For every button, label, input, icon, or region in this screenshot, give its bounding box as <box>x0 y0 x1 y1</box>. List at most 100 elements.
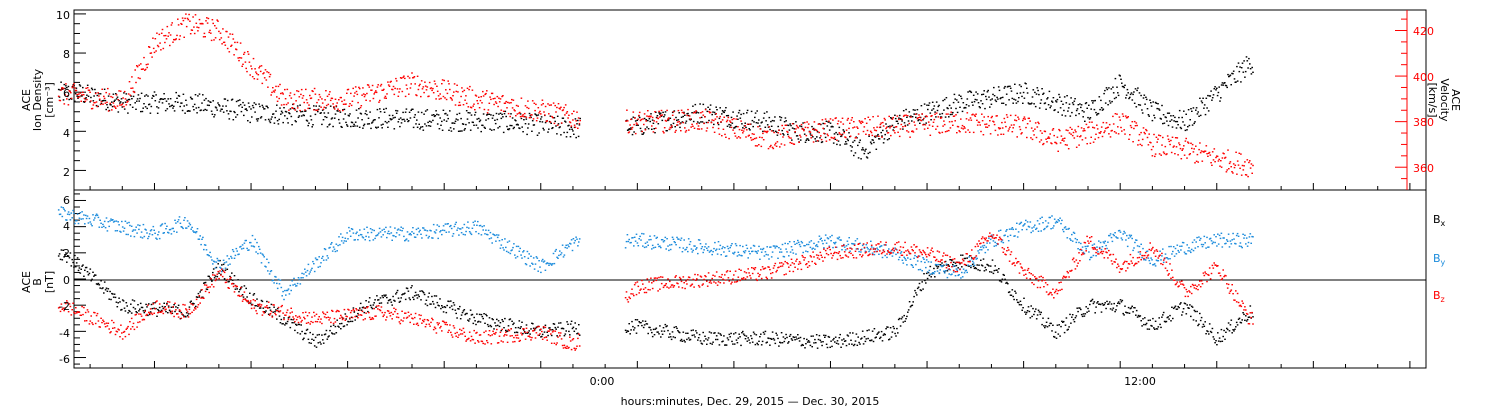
data-point-velocity <box>1173 145 1175 147</box>
data-point-ion-density <box>75 87 78 89</box>
data-point-velocity <box>1003 117 1006 120</box>
data-point-velocity <box>651 116 654 119</box>
data-point-ion-density <box>705 121 708 124</box>
data-point-velocity <box>1208 151 1211 154</box>
data-point-ion-density <box>843 130 845 133</box>
data-point-bx <box>318 333 320 336</box>
data-point-velocity <box>1009 114 1012 117</box>
data-point-bx <box>567 323 569 325</box>
data-point-ion-density <box>386 122 388 124</box>
data-point-velocity <box>329 91 331 93</box>
data-point-velocity <box>119 104 121 106</box>
data-point-velocity <box>666 109 668 112</box>
data-point-ion-density <box>140 92 143 94</box>
data-point-bx <box>390 301 393 303</box>
data-point-by <box>186 220 189 222</box>
data-point-ion-density <box>126 99 128 101</box>
data-point-by <box>189 224 192 226</box>
data-point-by <box>749 253 751 255</box>
data-point-bx <box>224 269 227 271</box>
data-point-bx <box>1036 314 1039 316</box>
data-point-bx <box>403 293 405 295</box>
data-point-velocity <box>515 104 518 107</box>
data-point-bx <box>240 287 242 290</box>
data-point-velocity <box>467 106 470 108</box>
data-point-by <box>417 227 420 229</box>
data-point-velocity <box>246 70 248 73</box>
data-point-bx <box>963 257 966 260</box>
data-point-velocity <box>331 97 334 100</box>
data-point-bx <box>754 343 757 346</box>
data-point-ion-density <box>176 97 178 99</box>
data-point-velocity <box>673 118 676 121</box>
data-point-bx <box>805 343 807 345</box>
data-point-ion-density <box>169 98 172 100</box>
data-point-ion-density <box>467 112 470 114</box>
data-point-velocity <box>132 90 135 93</box>
data-point-bx <box>658 333 660 335</box>
data-point-velocity <box>1055 142 1058 145</box>
data-point-bx <box>432 300 434 303</box>
data-point-velocity <box>144 69 146 71</box>
data-point-velocity <box>1067 129 1069 132</box>
data-point-velocity <box>322 108 325 110</box>
data-point-velocity <box>803 121 806 124</box>
data-point-ion-density <box>836 143 838 146</box>
data-point-velocity <box>1229 161 1232 163</box>
data-point-bx <box>1238 317 1241 319</box>
data-point-bx <box>578 334 581 336</box>
data-point-ion-density <box>986 91 989 93</box>
data-point-by <box>108 225 110 228</box>
data-point-velocity <box>688 129 690 131</box>
data-point-ion-density <box>789 123 791 125</box>
data-point-ion-density <box>272 113 275 115</box>
data-point-velocity <box>544 105 547 108</box>
data-point-velocity <box>722 128 725 130</box>
data-point-by <box>366 226 368 228</box>
data-point-ion-density <box>1075 109 1078 112</box>
data-point-ion-density <box>770 125 773 127</box>
data-point-ion-density <box>103 99 105 102</box>
data-point-bx <box>907 309 910 311</box>
data-point-ion-density <box>1112 92 1115 94</box>
data-point-bx <box>106 290 109 292</box>
data-point-by <box>377 232 380 234</box>
data-point-ion-density <box>106 104 108 106</box>
data-point-ion-density <box>1050 105 1052 107</box>
data-point-ion-density <box>1187 109 1190 111</box>
data-point-by <box>716 253 719 255</box>
data-point-bx <box>1228 330 1231 332</box>
data-point-ion-density <box>886 130 888 132</box>
data-point-bx <box>411 285 413 287</box>
data-point-by <box>176 221 179 223</box>
data-point-bx <box>1160 326 1162 329</box>
data-point-by <box>160 224 163 226</box>
data-point-by <box>645 246 648 248</box>
data-point-ion-density <box>846 138 849 140</box>
data-point-ion-density <box>762 130 764 133</box>
data-point-ion-density <box>496 118 499 121</box>
data-point-by <box>485 229 487 231</box>
data-point-velocity <box>976 119 978 121</box>
data-point-ion-density <box>742 127 744 129</box>
data-point-velocity <box>244 61 247 63</box>
data-point-by <box>423 229 426 231</box>
data-point-bx <box>1049 322 1051 325</box>
data-point-velocity <box>918 114 920 116</box>
data-point-by <box>524 263 527 265</box>
data-point-ion-density <box>490 114 492 116</box>
data-point-bx <box>1108 303 1110 305</box>
data-point-ion-density <box>104 99 107 102</box>
data-point-by <box>259 252 262 254</box>
data-point-bx <box>664 323 667 326</box>
data-point-velocity <box>820 135 822 137</box>
data-point-ion-density <box>1110 88 1113 90</box>
data-point-ion-density <box>882 142 885 144</box>
data-point-ion-density <box>114 99 116 101</box>
data-point-by <box>101 226 103 228</box>
data-point-velocity <box>1145 128 1147 131</box>
data-point-bx <box>806 338 808 341</box>
data-point-by <box>136 232 138 234</box>
data-point-velocity <box>1156 141 1158 143</box>
data-point-velocity <box>1012 127 1014 129</box>
